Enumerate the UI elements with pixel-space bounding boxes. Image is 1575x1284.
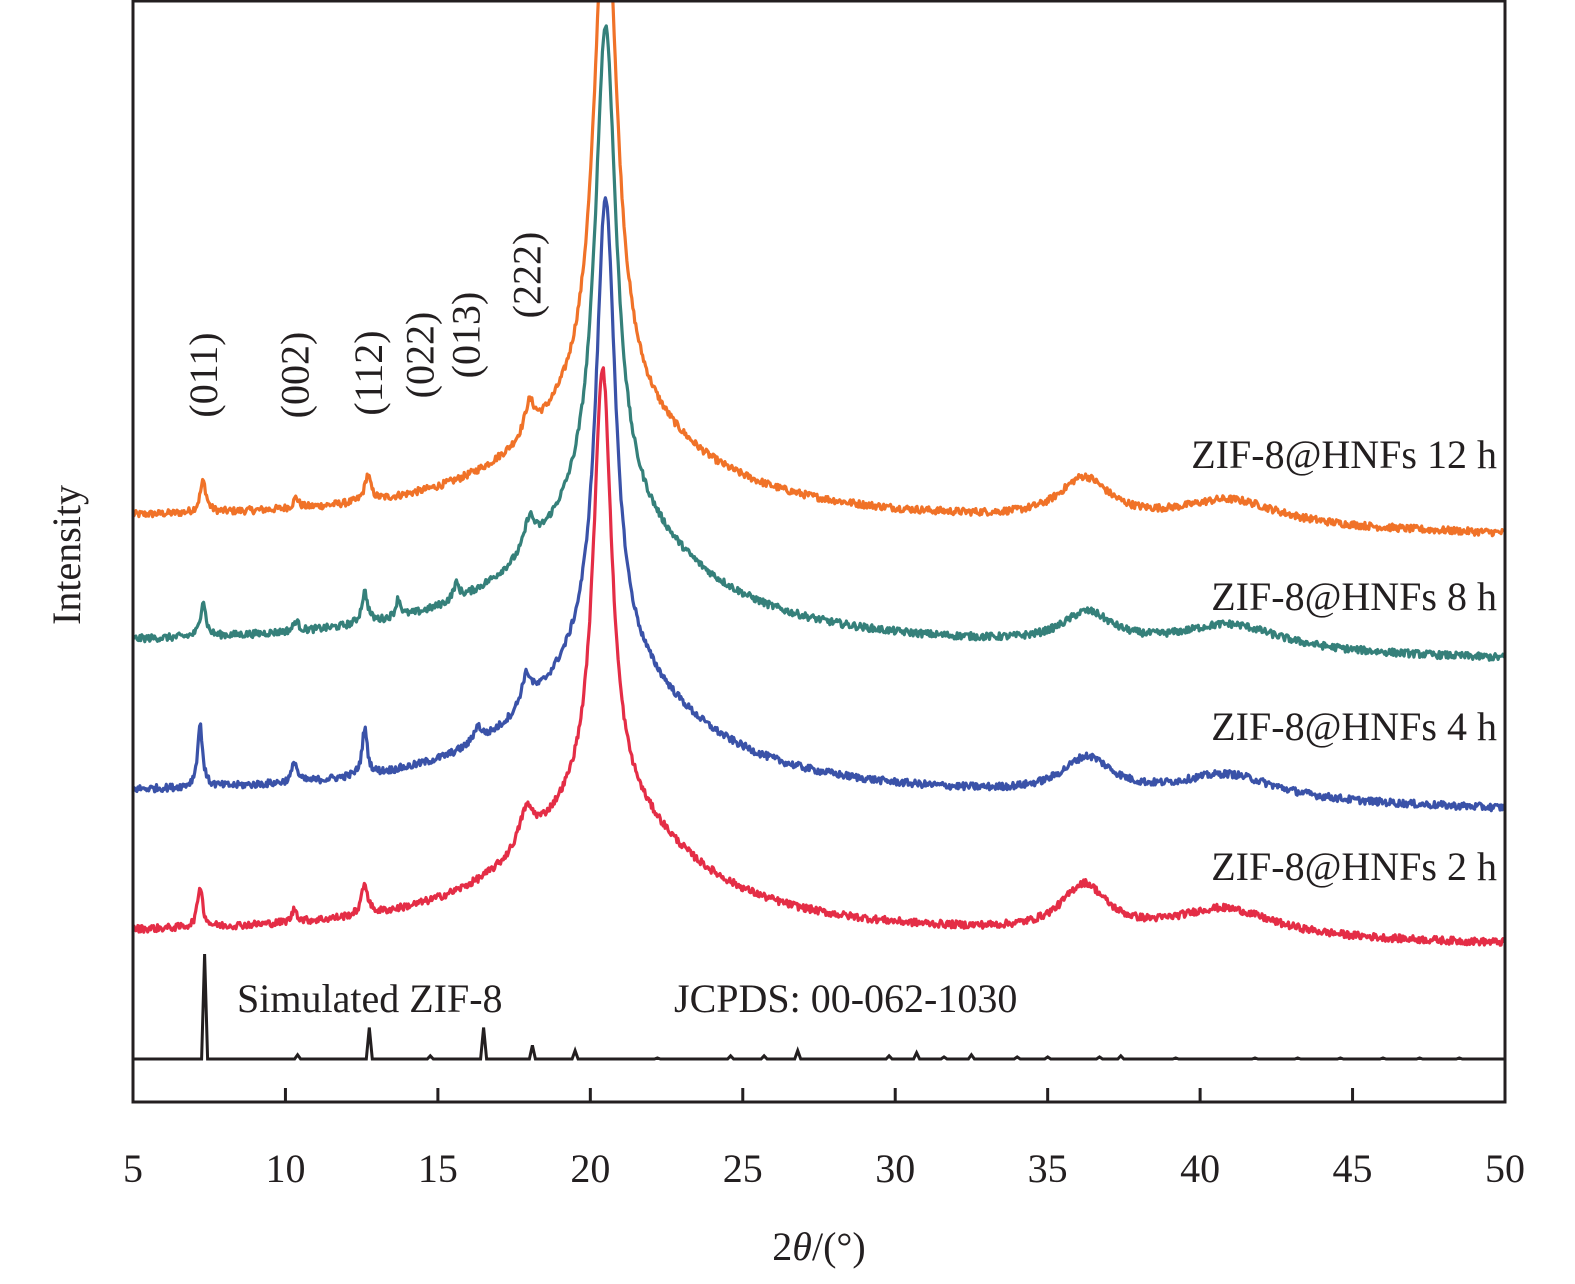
y-axis-label: Intensity bbox=[44, 485, 89, 625]
hkl-label: (011) bbox=[181, 332, 226, 417]
series-line bbox=[131, 24, 1506, 662]
series-label: ZIF-8@HNFs 2 h bbox=[1211, 844, 1497, 889]
reference-pattern bbox=[133, 953, 1505, 1061]
x-tick-label: 30 bbox=[875, 1146, 915, 1191]
x-tick-label: 25 bbox=[723, 1146, 763, 1191]
x-axis-label: 2θ/(°) bbox=[772, 1224, 865, 1269]
hkl-label: (022) bbox=[398, 312, 443, 399]
axes-frame bbox=[131, 0, 1507, 1104]
jcpds-label: JCPDS: 00-062-1030 bbox=[674, 976, 1017, 1021]
curves-group: ZIF-8@HNFs 12 h ZIF-8@HNFs 8 h ZIF-8@HNFs … bbox=[131, 0, 1507, 947]
x-tick-label: 35 bbox=[1028, 1146, 1068, 1191]
x-tick-label: 45 bbox=[1333, 1146, 1373, 1191]
x-axis-label-suffix: /(°) bbox=[812, 1224, 866, 1269]
series-line bbox=[131, 0, 1506, 538]
series-line bbox=[131, 366, 1506, 947]
labels-group: Intensity 2θ/(°) Simulated ZIF-8 JCPDS: … bbox=[44, 485, 1017, 1269]
x-tick-label: 40 bbox=[1180, 1146, 1220, 1191]
series-label: ZIF-8@HNFs 8 h bbox=[1211, 574, 1497, 619]
x-axis-label-prefix: 2 bbox=[772, 1224, 792, 1269]
x-tick-label: 50 bbox=[1485, 1146, 1525, 1191]
series-label: ZIF-8@HNFs 12 h bbox=[1191, 432, 1497, 477]
x-tick-label: 10 bbox=[265, 1146, 305, 1191]
x-tick-label: 5 bbox=[123, 1146, 143, 1191]
x-ticks-group: 5 10 15 20 25 30 35 40 45 50 bbox=[123, 1088, 1525, 1191]
hkl-label: (112) bbox=[346, 330, 391, 415]
series-line bbox=[132, 196, 1507, 813]
hkl-label: (002) bbox=[273, 332, 318, 419]
reference-pattern-group: (011) (002) (112) (022) (013) (222) bbox=[133, 232, 1505, 1061]
series-label: ZIF-8@HNFs 4 h bbox=[1211, 704, 1497, 749]
x-axis-label-theta: θ bbox=[792, 1224, 812, 1269]
hkl-label: (013) bbox=[443, 292, 488, 379]
x-tick-label: 15 bbox=[418, 1146, 458, 1191]
reference-label: Simulated ZIF-8 bbox=[237, 976, 503, 1021]
x-tick-label: 20 bbox=[570, 1146, 610, 1191]
hkl-label: (222) bbox=[504, 232, 549, 319]
